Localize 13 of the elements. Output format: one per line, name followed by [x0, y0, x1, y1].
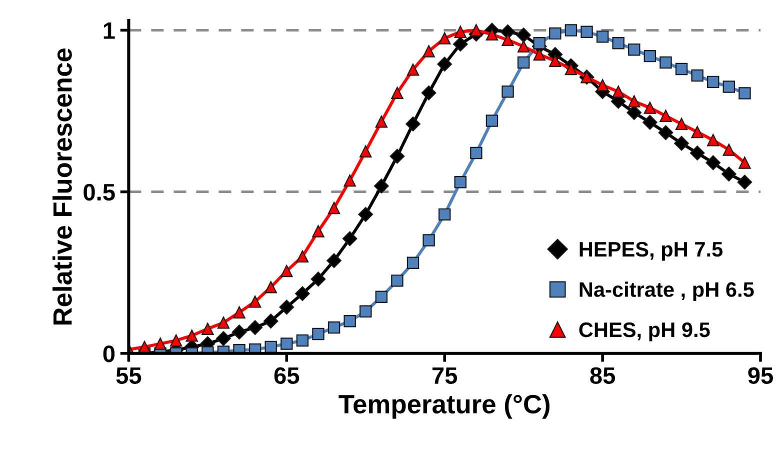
x-tick-label: 85	[590, 367, 616, 384]
x-tick-label: 65	[274, 367, 300, 384]
legend-label: HEPES, pH 7.5	[580, 242, 723, 261]
y-tick-label: 1	[104, 22, 115, 39]
x-tick-label: 95	[748, 367, 773, 384]
x-axis-title: Temperature (°C)	[338, 394, 550, 419]
legend-label: CHES, pH 9.5	[579, 322, 710, 342]
legend-label: Na-citrate , pH 6.5	[580, 282, 754, 302]
x-tick-label: 55	[116, 367, 142, 384]
y-axis-title: Relative Fluorescence	[52, 48, 72, 325]
x-tick-label: 75	[432, 367, 458, 384]
y-tick-label: 0	[103, 345, 115, 362]
y-tick-label: 0.5	[84, 184, 115, 201]
